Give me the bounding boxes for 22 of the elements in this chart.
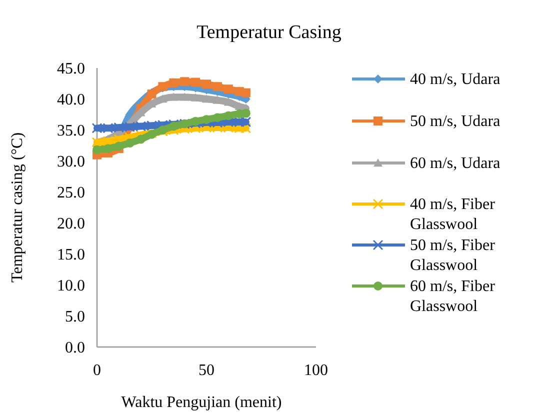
chart-title: Temperatur Casing [196,22,342,43]
legend-label: 40 m/s, Udara [410,71,500,88]
y-tick-label: 10.0 [57,278,85,295]
y-tick-label: 40.0 [57,92,85,109]
y-tick-label: 45.0 [57,60,85,78]
legend-label: 60 m/s, Udara [410,155,500,172]
y-tick-label: 35.0 [57,122,85,140]
x-tick-label: 100 [304,362,328,379]
legend-label: 50 m/s, Udara [410,113,500,130]
x-tick-label: 50 [198,362,214,379]
legend-label: 50 m/s, Fiber Glasswool [410,237,496,274]
legend-label: 40 m/s, Fiber Glasswool [410,196,496,233]
y-tick-label: 30.0 [57,154,85,171]
x-tick-label: 0 [93,362,101,379]
y-tick-label: 0.0 [65,340,85,357]
y-tick-label: 15.0 [57,246,85,264]
legend-label: 60 m/s, Fiber Glasswool [410,278,496,315]
y-tick-label: 5.0 [65,308,85,326]
y-tick-label: 25.0 [57,184,85,202]
x-axis-title: Waktu Pengujian (menit) [121,394,282,411]
y-tick-label: 20.0 [57,216,85,233]
y-axis-title: Temperatur casing (°C) [9,132,26,283]
